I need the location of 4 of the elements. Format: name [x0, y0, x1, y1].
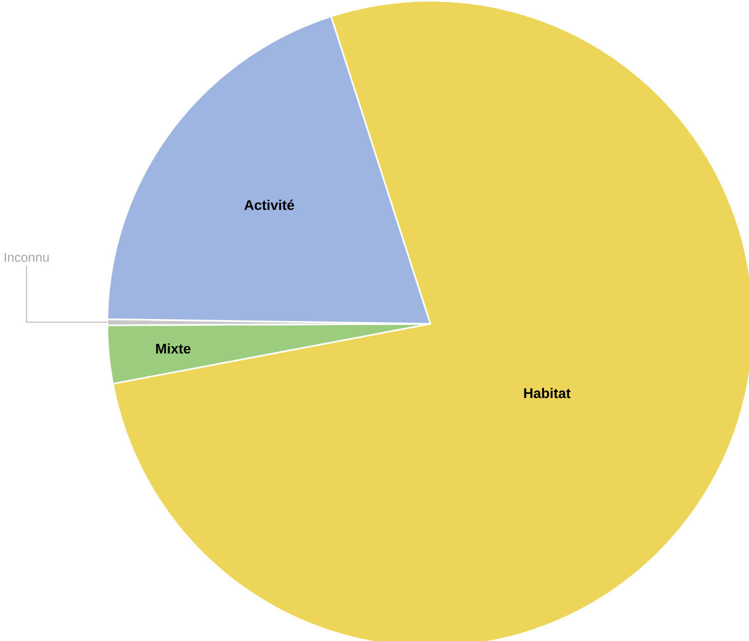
slice-label: Habitat: [524, 388, 571, 398]
slice-label: Mixte: [156, 343, 191, 354]
slice-label: Inconnu: [4, 252, 49, 262]
slice-label: Activité: [244, 199, 294, 210]
